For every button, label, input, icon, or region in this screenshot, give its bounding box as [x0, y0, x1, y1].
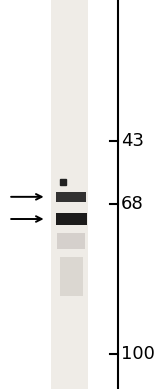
Text: 43: 43	[121, 132, 144, 150]
Text: 100: 100	[121, 345, 155, 363]
Bar	[60, 257, 83, 296]
Bar	[56, 213, 87, 225]
Bar	[56, 192, 86, 202]
Text: 68: 68	[121, 195, 144, 213]
Bar	[51, 0, 88, 389]
Bar	[57, 233, 85, 249]
